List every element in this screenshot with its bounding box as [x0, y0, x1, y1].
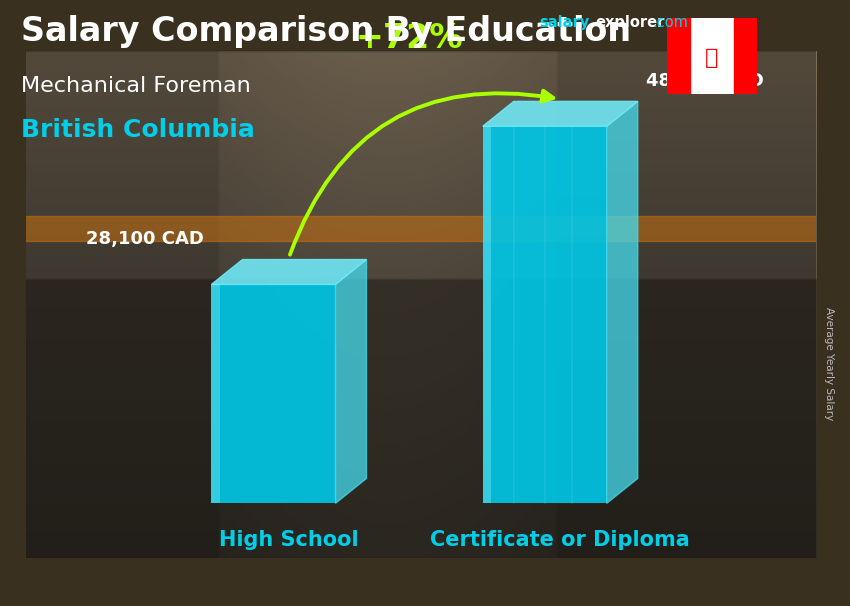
Text: +72%: +72%	[355, 22, 463, 55]
Text: Mechanical Foreman: Mechanical Foreman	[21, 76, 251, 96]
Bar	[483, 126, 491, 504]
Text: explorer: explorer	[595, 15, 665, 30]
Text: .com: .com	[653, 15, 689, 30]
Bar	[212, 284, 336, 504]
Text: Average Yearly Salary: Average Yearly Salary	[824, 307, 834, 420]
Text: Salary Comparison By Education: Salary Comparison By Education	[21, 15, 632, 48]
Bar	[734, 18, 756, 94]
Polygon shape	[212, 259, 366, 284]
FancyArrowPatch shape	[290, 91, 553, 255]
Text: 48,400 CAD: 48,400 CAD	[645, 72, 763, 90]
Text: salary: salary	[540, 15, 590, 30]
Bar	[212, 284, 220, 504]
Text: Certificate or Diploma: Certificate or Diploma	[430, 530, 690, 550]
Bar	[667, 18, 689, 94]
Polygon shape	[483, 101, 638, 126]
Polygon shape	[607, 101, 638, 504]
Bar	[3, 216, 850, 241]
Text: British Columbia: British Columbia	[21, 118, 255, 142]
Bar	[483, 126, 607, 504]
Text: 28,100 CAD: 28,100 CAD	[86, 230, 204, 248]
Polygon shape	[336, 259, 366, 504]
Text: 🍁: 🍁	[706, 48, 718, 68]
Text: High School: High School	[219, 530, 359, 550]
